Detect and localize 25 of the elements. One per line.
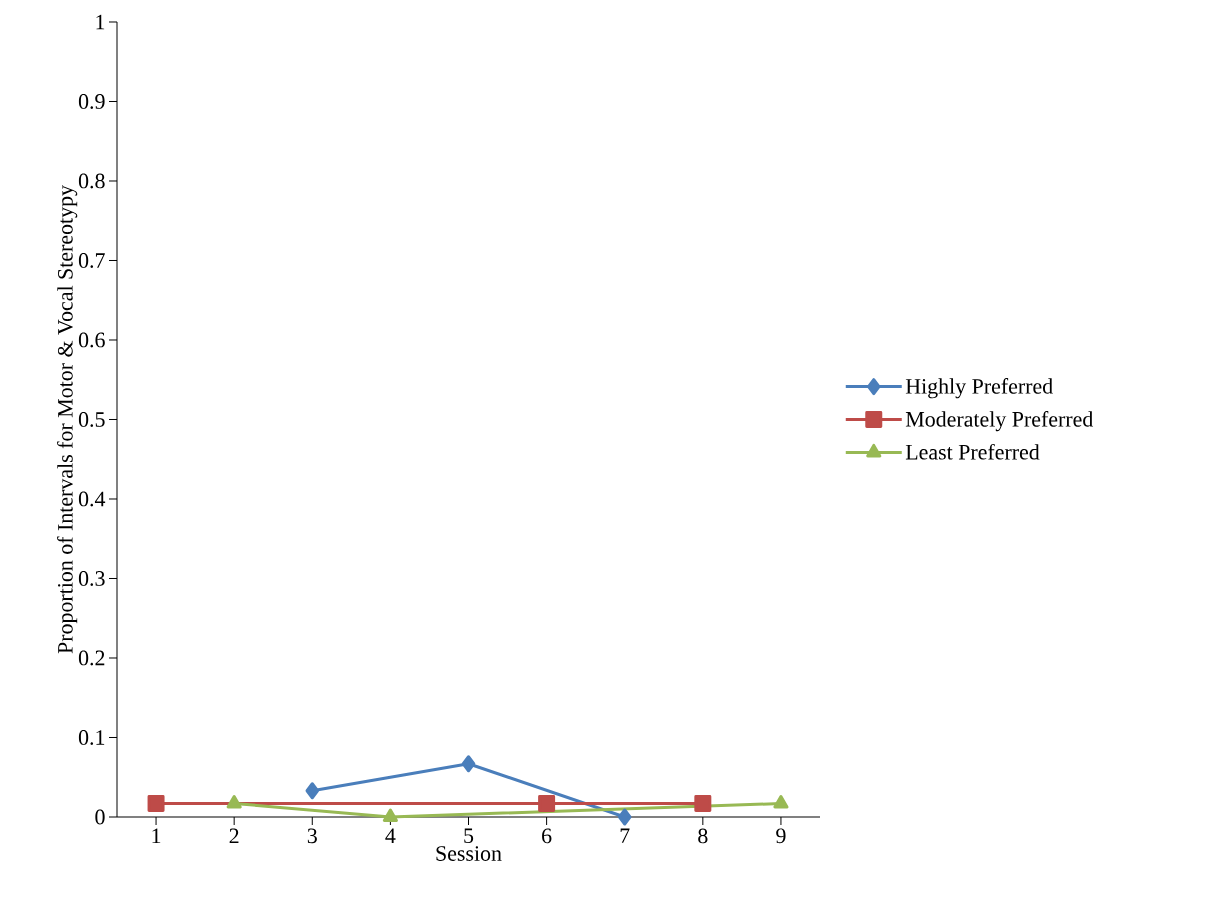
x-tick-label: 3 xyxy=(307,828,317,844)
x-tick-label: 7 xyxy=(620,828,630,843)
y-tick-label: 0.3 xyxy=(78,571,105,586)
x-tick-label: 2 xyxy=(229,828,239,844)
legend-label: Least Preferred xyxy=(905,443,1040,460)
y-axis-title: Proportion of Intervals for Motor & Vocal Stereotypy xyxy=(57,185,78,654)
y-tick-label: 0.6 xyxy=(78,332,105,348)
y-tick-label: 0 xyxy=(95,809,105,825)
x-tick-label: 6 xyxy=(542,828,552,844)
x-tick-label: 8 xyxy=(698,828,708,844)
y-tick-label: 0.5 xyxy=(78,412,105,427)
x-axis-title: Session xyxy=(436,846,502,861)
legend-label: Highly Preferred xyxy=(905,378,1053,399)
legend-label: Moderately Preferred xyxy=(905,411,1094,432)
y-tick-label: 1 xyxy=(96,14,105,30)
y-tick-label: 0.4 xyxy=(78,491,106,507)
y-tick-label: 0.9 xyxy=(78,94,105,109)
x-tick-label: 5 xyxy=(464,828,474,844)
y-tick-label: 0.8 xyxy=(78,173,105,189)
y-tick-label: 0.1 xyxy=(78,730,105,745)
y-tick-label: 0.7 xyxy=(78,253,105,268)
x-tick-label: 9 xyxy=(776,828,786,844)
x-tick-label: 1 xyxy=(152,828,161,843)
x-tick-label: 4 xyxy=(385,828,396,843)
y-tick-label: 0.2 xyxy=(78,650,105,666)
